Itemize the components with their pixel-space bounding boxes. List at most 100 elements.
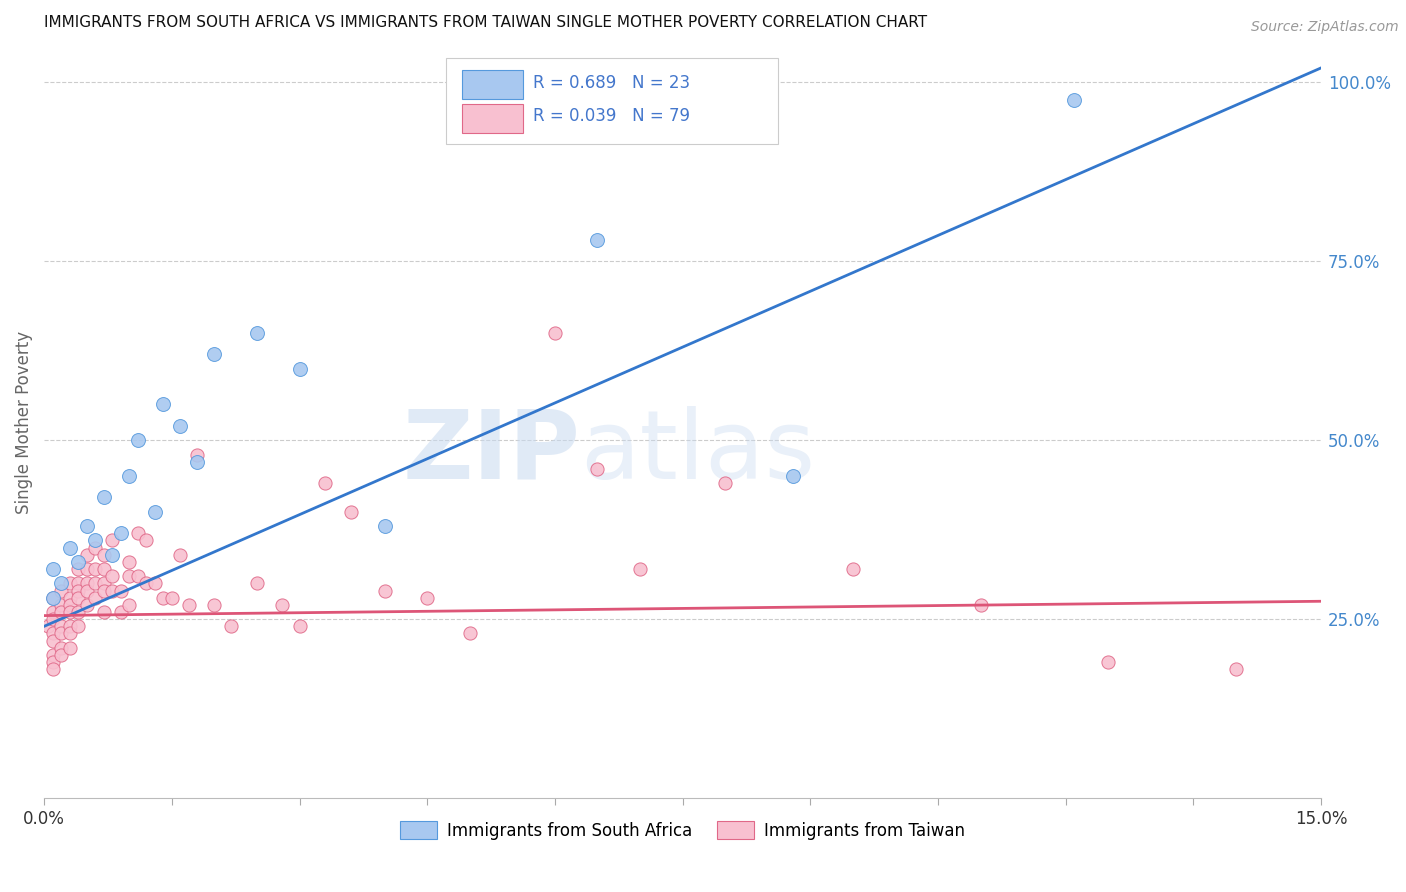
Point <box>628 562 651 576</box>
Point <box>93 605 115 619</box>
Point <box>93 548 115 562</box>
Point <box>67 591 90 605</box>
Point <box>59 640 82 655</box>
Point <box>1225 662 1247 676</box>
Point <box>59 576 82 591</box>
FancyBboxPatch shape <box>446 58 779 145</box>
Point <box>76 519 98 533</box>
Point <box>152 397 174 411</box>
Point <box>127 433 149 447</box>
Point <box>49 626 72 640</box>
Point <box>586 462 609 476</box>
Point <box>93 562 115 576</box>
Point <box>110 583 132 598</box>
Point <box>118 598 141 612</box>
Point <box>143 576 166 591</box>
Legend: Immigrants from South Africa, Immigrants from Taiwan: Immigrants from South Africa, Immigrants… <box>394 814 972 847</box>
Point <box>59 619 82 633</box>
Point <box>84 533 107 548</box>
Point <box>67 605 90 619</box>
Text: Source: ZipAtlas.com: Source: ZipAtlas.com <box>1251 20 1399 34</box>
Point <box>101 583 124 598</box>
Point <box>842 562 865 576</box>
Point <box>118 469 141 483</box>
Point <box>49 648 72 662</box>
Point <box>49 605 72 619</box>
Point <box>416 591 439 605</box>
Point <box>59 598 82 612</box>
Point <box>49 640 72 655</box>
Point <box>586 233 609 247</box>
Point <box>714 476 737 491</box>
Point <box>127 526 149 541</box>
Point <box>458 626 481 640</box>
Point <box>41 605 63 619</box>
Point <box>288 361 311 376</box>
Point <box>41 648 63 662</box>
Point <box>84 541 107 555</box>
Point <box>41 662 63 676</box>
Point <box>1063 93 1085 107</box>
Point <box>49 576 72 591</box>
Point <box>110 526 132 541</box>
Point <box>101 548 124 562</box>
Point <box>143 505 166 519</box>
Point <box>135 576 157 591</box>
Point <box>93 491 115 505</box>
Point <box>127 569 149 583</box>
Point <box>84 576 107 591</box>
Point <box>67 576 90 591</box>
Point <box>67 562 90 576</box>
Point <box>288 619 311 633</box>
Point <box>49 619 72 633</box>
Point <box>76 583 98 598</box>
Point <box>246 326 269 340</box>
FancyBboxPatch shape <box>461 104 523 133</box>
Point <box>41 612 63 626</box>
Point <box>339 505 361 519</box>
Point <box>186 455 208 469</box>
Point <box>67 555 90 569</box>
Point <box>49 598 72 612</box>
Point <box>59 591 82 605</box>
Point <box>59 626 82 640</box>
FancyBboxPatch shape <box>461 70 523 99</box>
Point <box>76 576 98 591</box>
Point <box>101 533 124 548</box>
Point <box>101 569 124 583</box>
Point <box>544 326 567 340</box>
Point <box>110 605 132 619</box>
Point <box>41 591 63 605</box>
Point <box>59 605 82 619</box>
Point <box>374 519 396 533</box>
Point <box>49 583 72 598</box>
Text: IMMIGRANTS FROM SOUTH AFRICA VS IMMIGRANTS FROM TAIWAN SINGLE MOTHER POVERTY COR: IMMIGRANTS FROM SOUTH AFRICA VS IMMIGRAN… <box>44 15 927 30</box>
Point <box>41 562 63 576</box>
Point <box>271 598 294 612</box>
Point <box>1097 655 1119 669</box>
Point <box>76 598 98 612</box>
Text: atlas: atlas <box>581 406 815 499</box>
Point <box>67 619 90 633</box>
Point <box>782 469 804 483</box>
Point <box>160 591 183 605</box>
Point <box>76 562 98 576</box>
Point <box>93 583 115 598</box>
Point <box>41 633 63 648</box>
Text: ZIP: ZIP <box>402 406 581 499</box>
Text: R = 0.689   N = 23: R = 0.689 N = 23 <box>533 73 690 92</box>
Point <box>169 418 191 433</box>
Point <box>84 591 107 605</box>
Point <box>202 347 225 361</box>
Point <box>374 583 396 598</box>
Point <box>41 591 63 605</box>
Point <box>41 655 63 669</box>
Point <box>135 533 157 548</box>
Point <box>118 569 141 583</box>
Point <box>202 598 225 612</box>
Point <box>84 562 107 576</box>
Point <box>59 541 82 555</box>
Point <box>67 583 90 598</box>
Text: R = 0.039   N = 79: R = 0.039 N = 79 <box>533 107 690 126</box>
Point <box>969 598 991 612</box>
